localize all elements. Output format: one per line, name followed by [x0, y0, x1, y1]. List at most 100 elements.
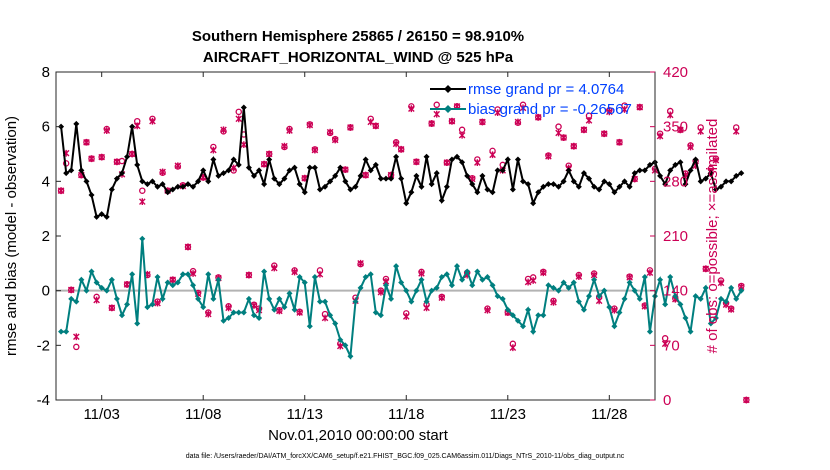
- obs-assimilated-marker: [418, 270, 425, 277]
- bias-point: [83, 287, 90, 294]
- rmse-point: [707, 170, 714, 177]
- rmse-point: [616, 183, 623, 190]
- bias-point: [631, 287, 638, 294]
- bias-point: [509, 312, 516, 319]
- bias-point: [479, 276, 486, 283]
- bias-point: [641, 274, 648, 280]
- obs-assimilated-marker: [489, 151, 496, 159]
- rmse-point: [169, 186, 176, 193]
- bias-point: [525, 306, 532, 313]
- bias-point: [738, 287, 745, 294]
- obs-assimilated-marker: [524, 278, 532, 286]
- rmse-point: [504, 156, 511, 163]
- bias-point: [195, 295, 202, 302]
- obs-assimilated-marker: [57, 187, 65, 195]
- chart-title-line1: Southern Hemisphere 25865 / 26150 = 98.9…: [192, 28, 524, 45]
- obs-assimilated-marker: [743, 396, 750, 404]
- bias-point: [555, 287, 562, 294]
- bias-point: [565, 284, 572, 291]
- bias-point: [118, 312, 125, 319]
- bias-point: [286, 290, 293, 297]
- rmse-point: [332, 172, 339, 179]
- rmse-point: [540, 183, 547, 190]
- bias-point: [382, 282, 389, 289]
- rmse-point: [291, 164, 298, 171]
- bias-point: [672, 293, 679, 300]
- rmse-point: [606, 181, 613, 188]
- bias-point: [256, 315, 263, 321]
- bias-point: [545, 282, 552, 289]
- obs-assimilated-marker: [316, 270, 324, 278]
- bias-point: [591, 276, 598, 283]
- bias-point: [342, 342, 349, 349]
- bias-point: [139, 235, 146, 242]
- rmse-point: [58, 123, 65, 130]
- rmse-point: [357, 172, 364, 179]
- bias-point: [484, 274, 491, 280]
- bias-point: [93, 279, 100, 286]
- obs-assimilated-marker: [128, 150, 136, 158]
- rmse-point: [393, 153, 400, 160]
- obs-assimilated-marker: [550, 298, 557, 306]
- rmse-point: [225, 167, 232, 174]
- rmse-point: [144, 181, 151, 188]
- bias-point: [611, 323, 618, 330]
- rmse-point: [484, 186, 491, 193]
- obs-possible-marker: [433, 101, 440, 109]
- obs-assimilated-marker: [154, 299, 161, 307]
- legend-bias-marker: [444, 105, 452, 113]
- rmse-point: [139, 178, 146, 185]
- obs-assimilated-marker: [210, 146, 217, 154]
- rmse-point: [286, 167, 293, 174]
- rmse-point: [667, 167, 674, 174]
- rmse-point: [311, 164, 318, 171]
- bias-point: [448, 282, 455, 289]
- obs-assimilated-marker: [555, 129, 562, 137]
- rmse-point: [738, 170, 745, 177]
- obs-assimilated-marker: [474, 159, 481, 166]
- y-axis-label: rmse and bias (model - observation): [3, 116, 20, 356]
- rmse-point: [621, 178, 628, 185]
- obs-assimilated-marker: [113, 158, 121, 166]
- y-axis-right-label: # of obs: o=possible; ×=assimilated: [704, 119, 721, 354]
- obs-assimilated-marker: [545, 152, 552, 160]
- bias-point: [58, 328, 65, 335]
- bias-point: [73, 298, 80, 305]
- obs-assimilated-marker: [184, 243, 192, 251]
- obs-assimilated-marker: [73, 333, 80, 341]
- obs-assimilated-marker: [93, 296, 100, 304]
- bias-point: [423, 298, 430, 305]
- rmse-point: [428, 181, 435, 188]
- bias-point: [149, 301, 156, 308]
- bias-point: [418, 276, 425, 283]
- rmse-point: [591, 183, 598, 190]
- bias-point: [687, 328, 694, 335]
- rmse-point: [509, 186, 516, 193]
- bias-point: [159, 295, 166, 302]
- bias-point: [428, 287, 435, 294]
- legend: rmse grand pr = 4.0764 bias grand pr = -…: [430, 81, 632, 118]
- rmse-point: [555, 183, 562, 190]
- obs-possible-marker: [118, 157, 126, 165]
- legend-rmse-marker: [444, 85, 452, 93]
- bias-point: [306, 323, 313, 330]
- bias-point: [646, 328, 653, 335]
- rmse-point: [164, 189, 171, 196]
- obs-assimilated-marker: [357, 259, 364, 267]
- rmse-point: [717, 183, 724, 190]
- obs-assimilated-marker: [448, 117, 456, 125]
- obs-assimilated-marker: [321, 314, 329, 322]
- rmse-point: [626, 183, 633, 190]
- rmse-point: [677, 159, 684, 166]
- bias-point: [367, 271, 374, 278]
- bias-point: [580, 306, 587, 313]
- rmse-point: [78, 167, 85, 174]
- bias-point: [327, 312, 334, 319]
- bias-point: [98, 284, 105, 291]
- y-tick-label: 8: [42, 64, 50, 81]
- bias-point: [494, 293, 501, 300]
- bias-point: [266, 295, 273, 302]
- rmse-point: [514, 156, 521, 163]
- bias-point: [144, 304, 151, 311]
- obs-assimilated-marker: [677, 126, 684, 134]
